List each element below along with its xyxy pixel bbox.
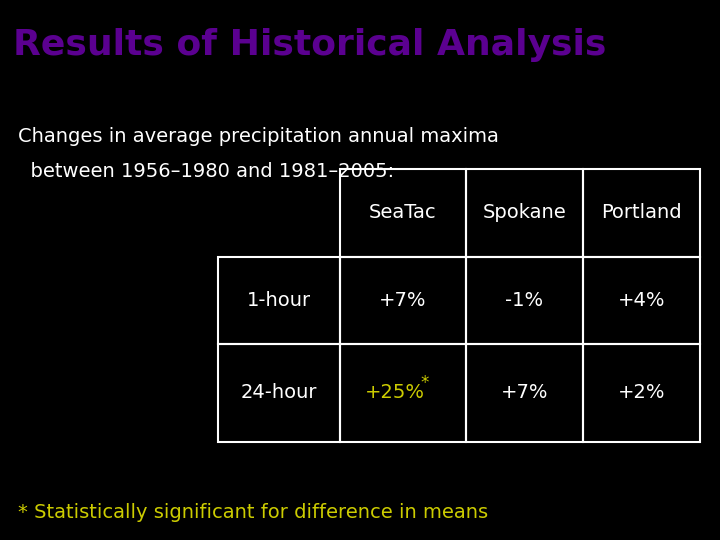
Text: *: * (420, 374, 429, 391)
Text: Results of Historical Analysis: Results of Historical Analysis (13, 28, 606, 62)
Bar (340, 256, 466, 343)
Bar (583, 168, 700, 256)
Text: -1%: -1% (505, 291, 544, 309)
Text: +2%: +2% (618, 383, 665, 402)
Bar (466, 168, 583, 256)
Bar (583, 256, 700, 343)
Text: Spokane: Spokane (482, 203, 567, 222)
Text: SeaTac: SeaTac (369, 203, 437, 222)
Bar (218, 343, 340, 442)
Text: * Statistically significant for difference in means: * Statistically significant for differen… (18, 503, 488, 522)
Text: +25%: +25% (365, 383, 425, 402)
Text: 24-hour: 24-hour (240, 383, 318, 402)
Bar (583, 343, 700, 442)
Bar (218, 256, 340, 343)
Text: Changes in average precipitation annual maxima: Changes in average precipitation annual … (18, 127, 499, 146)
Text: Portland: Portland (601, 203, 682, 222)
Text: between 1956–1980 and 1981–2005:: between 1956–1980 and 1981–2005: (18, 161, 394, 181)
Text: +4%: +4% (618, 291, 665, 309)
Bar (466, 343, 583, 442)
Bar (466, 256, 583, 343)
Bar (340, 168, 466, 256)
Bar (340, 343, 466, 442)
Text: +7%: +7% (500, 383, 548, 402)
Text: +7%: +7% (379, 291, 427, 309)
Text: 1-hour: 1-hour (247, 291, 311, 309)
